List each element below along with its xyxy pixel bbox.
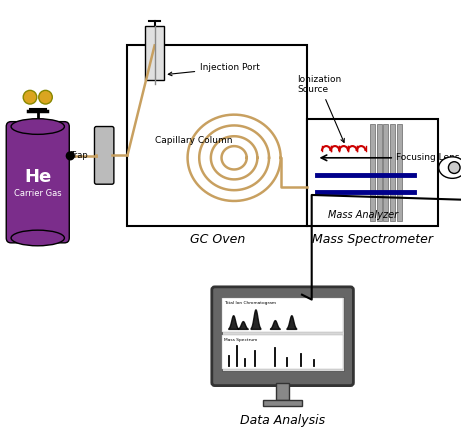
FancyBboxPatch shape	[212, 287, 354, 386]
Bar	[370, 123, 375, 221]
Text: Mass Spectrometer: Mass Spectrometer	[312, 233, 433, 246]
Text: Mass Analyzer: Mass Analyzer	[328, 209, 398, 219]
Text: He: He	[24, 169, 51, 186]
Bar	[397, 123, 402, 221]
Ellipse shape	[448, 162, 460, 173]
Bar	[307, 119, 438, 226]
Bar	[222, 335, 343, 369]
Bar	[383, 123, 388, 221]
Text: Injection Port: Injection Port	[168, 63, 260, 76]
Bar	[128, 46, 307, 226]
Text: Detector: Detector	[0, 429, 1, 430]
Text: Carrier Gas: Carrier Gas	[14, 190, 62, 199]
FancyBboxPatch shape	[94, 126, 114, 184]
Circle shape	[66, 152, 74, 160]
Ellipse shape	[11, 119, 64, 134]
Text: Ionization
Source: Ionization Source	[297, 75, 344, 142]
Text: Capillary Column: Capillary Column	[155, 136, 232, 145]
Circle shape	[39, 90, 52, 104]
Text: GC Oven: GC Oven	[190, 233, 245, 246]
Text: Total Ion Chromatogram: Total Ion Chromatogram	[224, 301, 276, 304]
Bar	[145, 26, 164, 80]
Bar	[221, 297, 344, 371]
Ellipse shape	[439, 157, 466, 178]
Circle shape	[23, 90, 37, 104]
Bar	[276, 383, 290, 400]
Text: Trap: Trap	[70, 151, 88, 160]
Bar	[263, 400, 302, 406]
Ellipse shape	[11, 230, 64, 246]
FancyBboxPatch shape	[6, 122, 69, 243]
Text: Data Analysis: Data Analysis	[240, 414, 325, 427]
Text: Mass Spectrum: Mass Spectrum	[224, 338, 258, 342]
Bar	[377, 123, 382, 221]
Text: Focusing Lens: Focusing Lens	[396, 154, 460, 162]
Bar	[222, 298, 343, 332]
Bar	[390, 123, 395, 221]
